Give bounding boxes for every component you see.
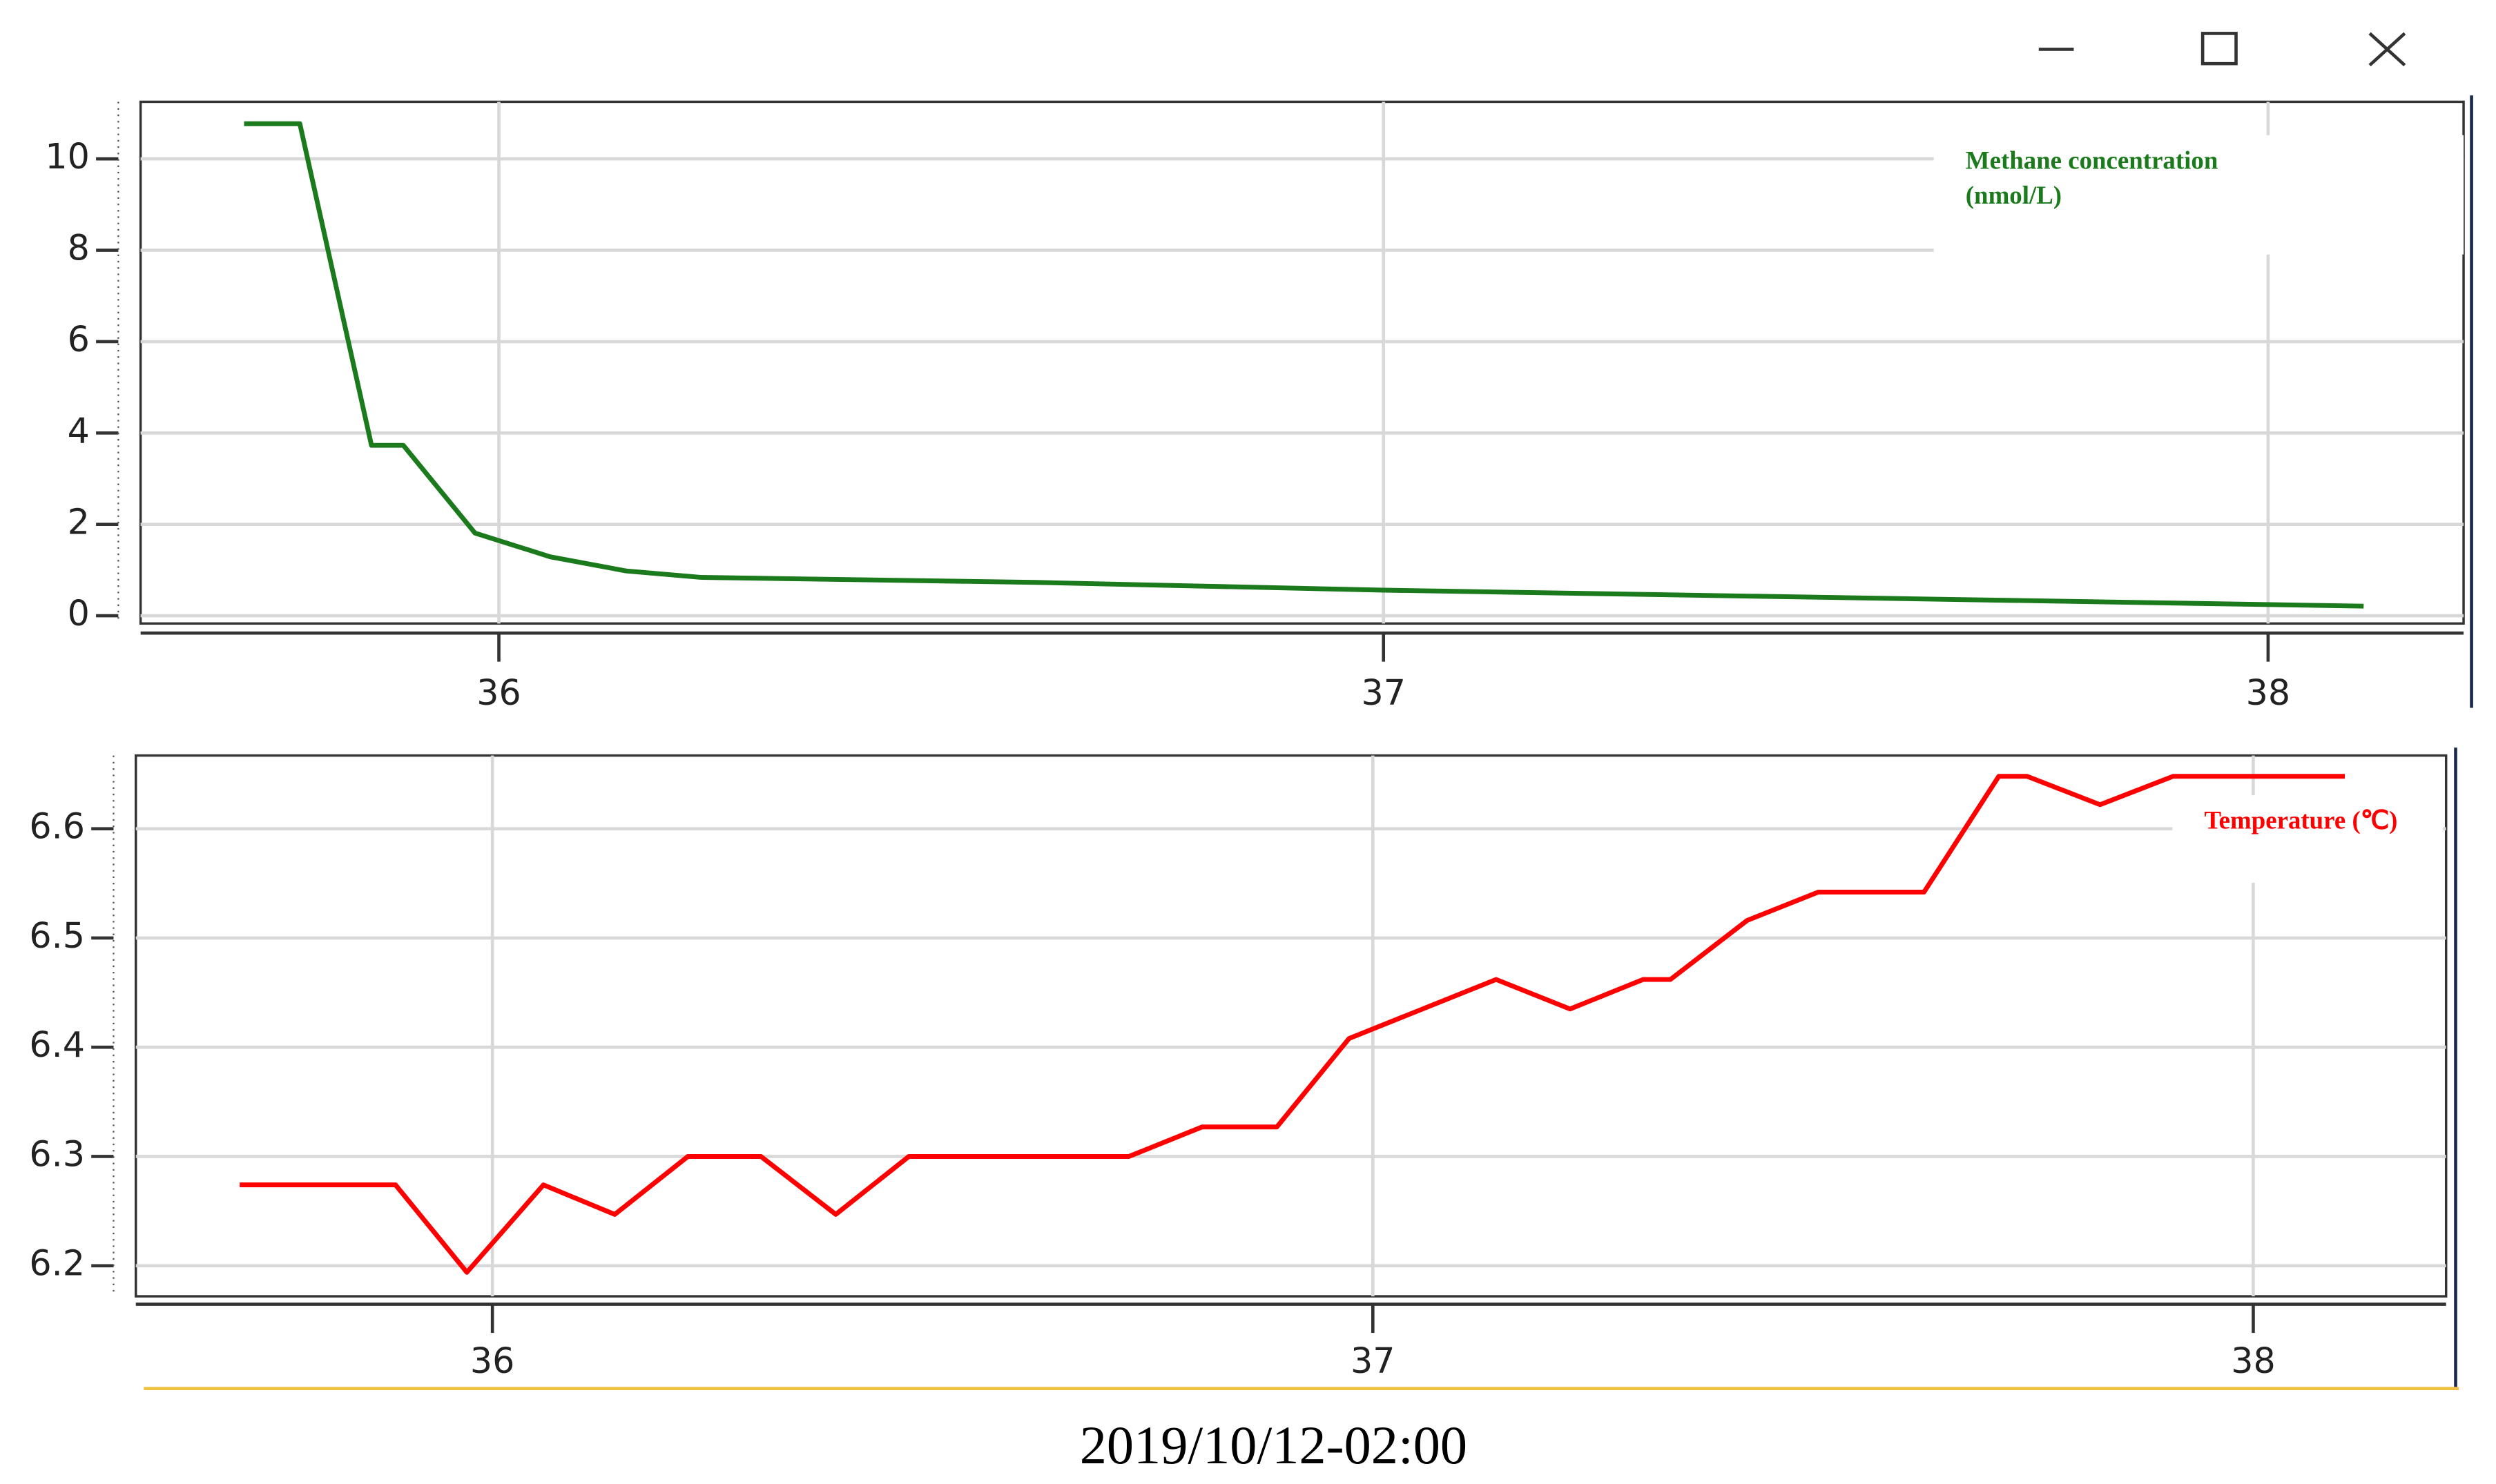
legend-entry: Methane concentration (nmol/L): [1965, 148, 2218, 211]
legend: Methane concentration (nmol/L): [1965, 148, 2218, 211]
window-controls: [2038, 32, 2406, 67]
x-tick-label: 36: [470, 1340, 514, 1381]
x-tick-label: 37: [1351, 1340, 1395, 1381]
y-tick-label: 6.4: [29, 1024, 85, 1065]
data-line: [240, 774, 2345, 1275]
y-tick-label: 6.3: [29, 1133, 85, 1174]
y-tick-label: 6.5: [29, 915, 85, 956]
y-tick-label: 6: [68, 319, 90, 360]
data-line: [244, 121, 2364, 609]
x-tick-label: 36: [476, 672, 521, 713]
close-button[interactable]: [2368, 32, 2406, 67]
y-tick-label: 10: [45, 136, 90, 177]
y-tick-label: 6.6: [29, 806, 85, 847]
x-tick-label: 37: [1361, 672, 1406, 713]
y-tick-label: 2: [68, 502, 90, 543]
legend: Temperature (℃): [2204, 808, 2398, 835]
legend-box: [1933, 135, 2464, 255]
x-axis-label: 2019/10/12-02:00: [1080, 1415, 1467, 1475]
x-tick-label: 38: [2231, 1340, 2276, 1381]
y-tick-label: 6.2: [29, 1243, 85, 1284]
legend-entry: Temperature (℃): [2204, 808, 2398, 835]
y-tick-label: 4: [68, 410, 90, 451]
plot-area: [135, 754, 2448, 1298]
y-tick-label: 8: [68, 228, 90, 269]
x-tick-label: 38: [2246, 672, 2291, 713]
maximize-button[interactable]: [2200, 32, 2238, 66]
y-tick-label: 0: [68, 593, 90, 634]
legend-box: [2172, 795, 2444, 883]
